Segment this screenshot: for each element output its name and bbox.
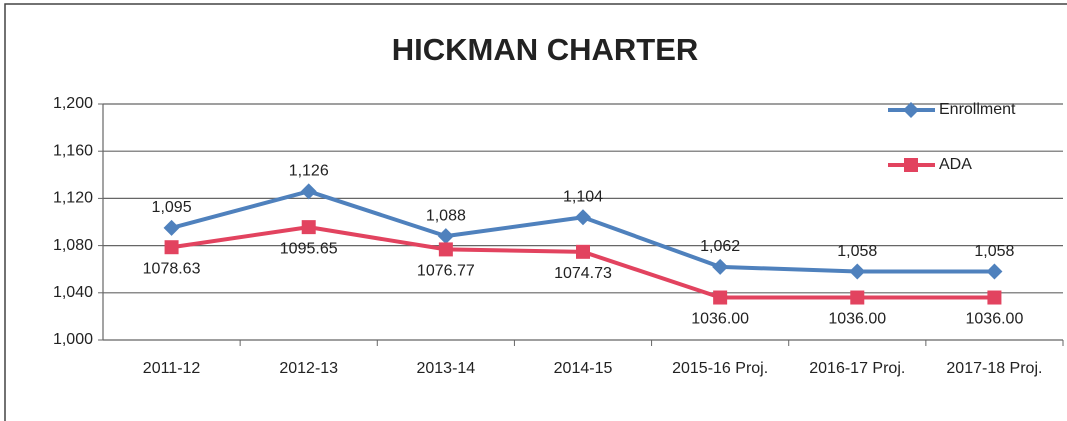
y-tick-label: 1,200: [53, 95, 93, 112]
data-point: [576, 244, 590, 259]
legend-label: Enrollment: [939, 101, 1016, 118]
data-point: [438, 242, 453, 257]
data-point: [713, 290, 728, 305]
legend-label: ADA: [939, 156, 972, 173]
y-tick-label: 1,120: [53, 190, 93, 207]
data-point: [986, 263, 1003, 280]
y-tick-label: 1,000: [53, 331, 93, 348]
data-label: 1,062: [700, 238, 740, 255]
data-point: [301, 220, 316, 235]
data-label: 1036.00: [828, 311, 886, 328]
data-point: [849, 263, 866, 280]
data-point: [575, 209, 591, 226]
data-point: [850, 290, 865, 305]
x-tick-label: 2015-16 Proj.: [672, 360, 768, 377]
legend-marker: [904, 158, 918, 172]
x-tick-label: 2016-17 Proj.: [809, 360, 905, 377]
data-point: [164, 240, 179, 255]
y-tick-label: 1,160: [53, 142, 93, 159]
data-label: 1036.00: [966, 311, 1024, 328]
data-label: 1,095: [152, 199, 192, 216]
y-tick-label: 1,080: [53, 237, 93, 254]
x-tick-label: 2013-14: [416, 360, 475, 377]
data-label: 1,058: [974, 243, 1014, 260]
data-label: 1095.65: [280, 240, 338, 257]
y-tick-label: 1,040: [53, 284, 93, 301]
x-tick-label: 2012-13: [279, 360, 338, 377]
chart-title: HICKMAN CHARTER: [392, 32, 699, 67]
data-label: 1036.00: [691, 311, 749, 328]
legend-marker: [903, 102, 919, 118]
data-label: 1,126: [289, 163, 329, 180]
chart-frame: [4, 3, 1067, 421]
data-point: [437, 228, 454, 245]
data-label: 1076.77: [417, 263, 475, 280]
data-point: [712, 258, 729, 275]
x-tick-label: 2011-12: [143, 360, 201, 377]
data-label: 1,104: [563, 188, 603, 205]
data-point: [163, 219, 180, 236]
data-label: 1078.63: [143, 260, 201, 277]
data-label: 1,088: [426, 207, 466, 224]
data-point: [987, 290, 1002, 305]
data-label: 1074.73: [554, 265, 612, 282]
x-tick-label: 2014-15: [554, 360, 613, 377]
data-label: 1,058: [837, 243, 877, 260]
x-tick-label: 2017-18 Proj.: [946, 360, 1042, 377]
data-point: [300, 183, 317, 200]
